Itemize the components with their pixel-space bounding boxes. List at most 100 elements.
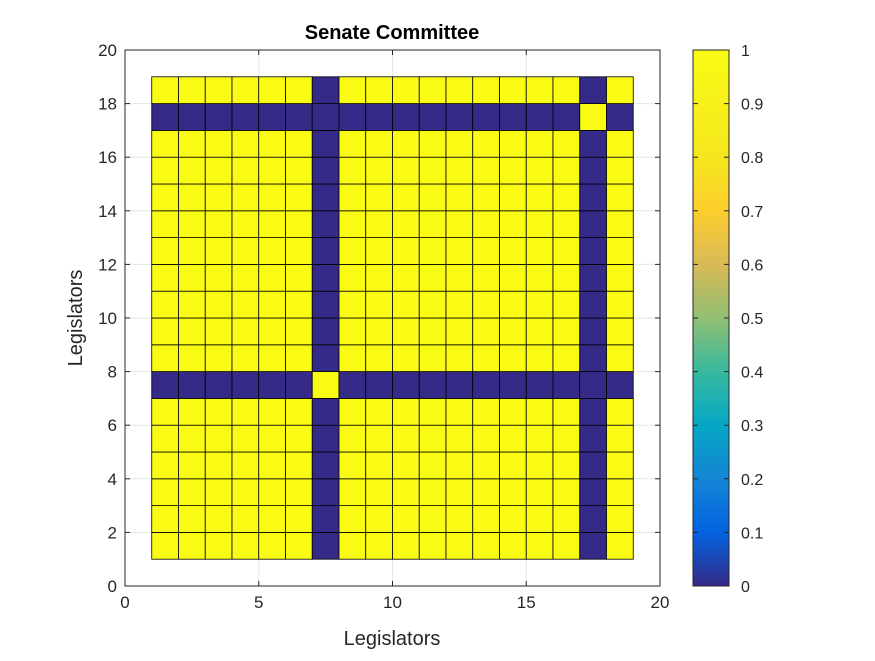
cell-r8-c2 bbox=[178, 344, 206, 372]
cell-r18-c11 bbox=[418, 76, 447, 105]
cell-r12-c12 bbox=[445, 237, 474, 265]
cell-r7-c18 bbox=[606, 371, 634, 399]
cell-r15-c16 bbox=[552, 156, 581, 185]
cell-r11-c6 bbox=[285, 263, 313, 292]
cell-r17-c1 bbox=[151, 103, 179, 131]
cell-r7-c3 bbox=[204, 371, 233, 399]
cell-r7-c4 bbox=[231, 371, 260, 399]
cell-r11-c3 bbox=[204, 263, 233, 292]
cell-r1-c6 bbox=[285, 532, 313, 560]
cell-r7-c15 bbox=[525, 371, 554, 399]
cell-r3-c5 bbox=[258, 478, 286, 506]
cell-r8-c17 bbox=[579, 344, 607, 372]
cell-r9-c2 bbox=[178, 317, 206, 346]
cell-r11-c16 bbox=[552, 263, 581, 292]
cell-r15-c11 bbox=[418, 156, 447, 185]
cell-r11-c18 bbox=[606, 263, 634, 292]
cell-r8-c1 bbox=[151, 344, 179, 372]
cell-r4-c7 bbox=[311, 451, 340, 480]
cell-r8-c16 bbox=[552, 344, 581, 372]
cell-r8-c5 bbox=[258, 344, 286, 372]
y-tick-label-1: 2 bbox=[108, 523, 117, 542]
cell-r5-c7 bbox=[311, 424, 340, 453]
cell-r1-c1 bbox=[151, 532, 179, 560]
cell-r16-c4 bbox=[231, 129, 260, 158]
cell-r12-c7 bbox=[311, 237, 340, 265]
cell-r3-c11 bbox=[418, 478, 447, 506]
cell-r16-c7 bbox=[311, 129, 340, 158]
cell-r4-c16 bbox=[552, 451, 581, 480]
cell-r14-c12 bbox=[445, 183, 474, 212]
cell-r4-c1 bbox=[151, 451, 179, 480]
cell-r5-c13 bbox=[472, 424, 500, 453]
cell-r8-c9 bbox=[365, 344, 393, 372]
cell-r17-c5 bbox=[258, 103, 286, 131]
cell-r17-c2 bbox=[178, 103, 206, 131]
cell-r5-c4 bbox=[231, 424, 260, 453]
cell-r10-c4 bbox=[231, 290, 260, 319]
cell-r10-c3 bbox=[204, 290, 233, 319]
cell-r18-c3 bbox=[204, 76, 233, 105]
cell-r1-c13 bbox=[472, 532, 500, 560]
colorbar bbox=[692, 49, 730, 587]
colorbar-tick-label-9: 0.9 bbox=[741, 97, 763, 114]
cell-r12-c13 bbox=[472, 237, 500, 265]
cell-r14-c1 bbox=[151, 183, 179, 212]
cell-r18-c18 bbox=[606, 76, 634, 105]
cell-r4-c14 bbox=[499, 451, 527, 480]
cell-r1-c2 bbox=[178, 532, 206, 560]
cell-r11-c4 bbox=[231, 263, 260, 292]
cell-r13-c8 bbox=[338, 210, 367, 239]
heatmap-cells bbox=[151, 76, 634, 560]
cell-r18-c12 bbox=[445, 76, 474, 105]
cell-r13-c13 bbox=[472, 210, 500, 239]
cell-r1-c15 bbox=[525, 532, 554, 560]
y-tick-label-9: 18 bbox=[98, 95, 117, 114]
cell-r9-c16 bbox=[552, 317, 581, 346]
cell-r16-c11 bbox=[418, 129, 447, 158]
cell-r7-c9 bbox=[365, 371, 393, 399]
cell-r7-c17 bbox=[579, 371, 607, 399]
cell-r16-c18 bbox=[606, 129, 634, 158]
cell-r6-c16 bbox=[552, 397, 581, 426]
cell-r10-c1 bbox=[151, 290, 179, 319]
cell-r6-c5 bbox=[258, 397, 286, 426]
x-tick-label-2: 10 bbox=[383, 593, 402, 612]
cell-r5-c2 bbox=[178, 424, 206, 453]
cell-r7-c14 bbox=[499, 371, 527, 399]
cell-r18-c9 bbox=[365, 76, 393, 105]
cell-r3-c7 bbox=[311, 478, 340, 506]
x-tick-label-0: 0 bbox=[120, 593, 129, 612]
colorbar-tick-label-0: 0 bbox=[741, 579, 750, 596]
cell-r2-c2 bbox=[178, 505, 206, 533]
cell-r8-c12 bbox=[445, 344, 474, 372]
cell-r2-c4 bbox=[231, 505, 260, 533]
cell-r11-c9 bbox=[365, 263, 393, 292]
cell-r17-c10 bbox=[392, 103, 420, 131]
cell-r8-c6 bbox=[285, 344, 313, 372]
cell-r4-c8 bbox=[338, 451, 367, 480]
cell-r4-c5 bbox=[258, 451, 286, 480]
cell-r15-c4 bbox=[231, 156, 260, 185]
cell-r12-c3 bbox=[204, 237, 233, 265]
cell-r12-c11 bbox=[418, 237, 447, 265]
cell-r1-c11 bbox=[418, 532, 447, 560]
cell-r8-c10 bbox=[392, 344, 420, 372]
x-axis-title: Legislators bbox=[344, 628, 441, 650]
cell-r3-c16 bbox=[552, 478, 581, 506]
cell-r7-c7 bbox=[311, 371, 340, 399]
cell-r3-c8 bbox=[338, 478, 367, 506]
cell-r15-c8 bbox=[338, 156, 367, 185]
cell-r13-c9 bbox=[365, 210, 393, 239]
cell-r10-c8 bbox=[338, 290, 367, 319]
cell-r14-c5 bbox=[258, 183, 286, 212]
cell-r18-c10 bbox=[392, 76, 420, 105]
cell-r6-c12 bbox=[445, 397, 474, 426]
cell-r2-c14 bbox=[499, 505, 527, 533]
colorbar-tick-label-7: 0.7 bbox=[741, 204, 763, 221]
cell-r10-c12 bbox=[445, 290, 474, 319]
cell-r16-c13 bbox=[472, 129, 500, 158]
cell-r17-c15 bbox=[525, 103, 554, 131]
cell-r8-c13 bbox=[472, 344, 500, 372]
